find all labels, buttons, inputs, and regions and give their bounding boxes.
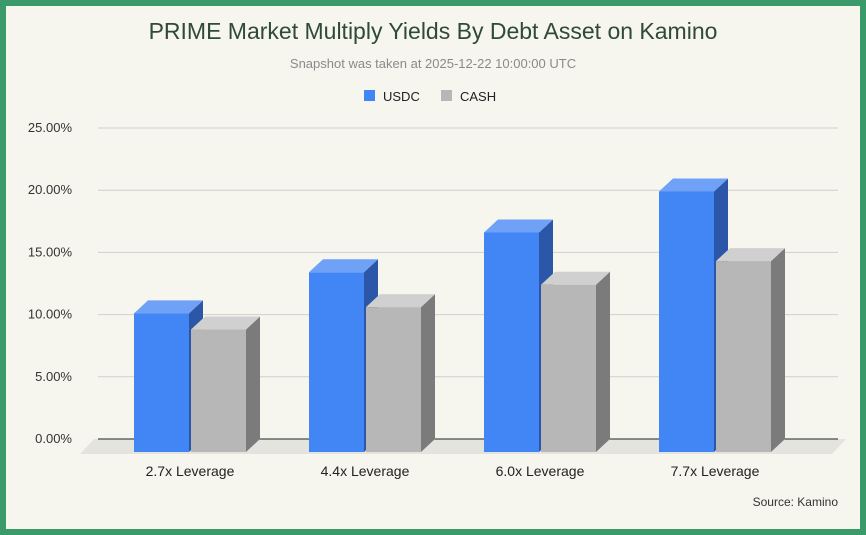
bar-side-cash [596,271,610,452]
y-tick-label: 0.00% [35,431,72,446]
bar-top-usdc [309,259,378,273]
bar-usdc [134,313,189,452]
bar-top-usdc [659,178,728,192]
y-tick-label: 20.00% [28,182,73,197]
legend-label-cash: CASH [460,89,496,104]
chart-subtitle: Snapshot was taken at 2025-12-22 10:00:0… [289,56,577,71]
bar-usdc [659,191,714,452]
legend-swatch-usdc [364,90,375,101]
bar-top-cash [716,248,785,262]
bar-top-usdc [134,300,203,314]
bar-side-cash [771,248,785,452]
bar-top-usdc [484,219,553,233]
chart-floor [80,439,846,454]
x-tick-label: 2.7x Leverage [146,463,235,479]
bar-side-cash [246,316,260,452]
bar-usdc [309,272,364,452]
x-tick-label: 6.0x Leverage [496,463,585,479]
bar-cash [541,284,596,452]
bar-cash [366,307,421,452]
bar-side-cash [421,294,435,452]
bar-top-cash [541,271,610,285]
bar-cash [191,329,246,452]
bar-top-cash [366,294,435,308]
legend-swatch-cash [441,90,452,101]
y-tick-label: 5.00% [35,369,72,384]
bar-top-cash [191,316,260,330]
bar-cash [716,261,771,452]
y-tick-label: 10.00% [28,307,73,322]
bar-usdc [484,232,539,452]
chart-title: PRIME Market Multiply Yields By Debt Ass… [148,18,718,44]
y-tick-label: 15.00% [28,244,73,259]
y-tick-label: 25.00% [28,120,73,135]
x-tick-label: 4.4x Leverage [321,463,410,479]
source-note: Source: Kamino [752,495,838,509]
x-tick-label: 7.7x Leverage [671,463,760,479]
legend-label-usdc: USDC [383,89,420,104]
